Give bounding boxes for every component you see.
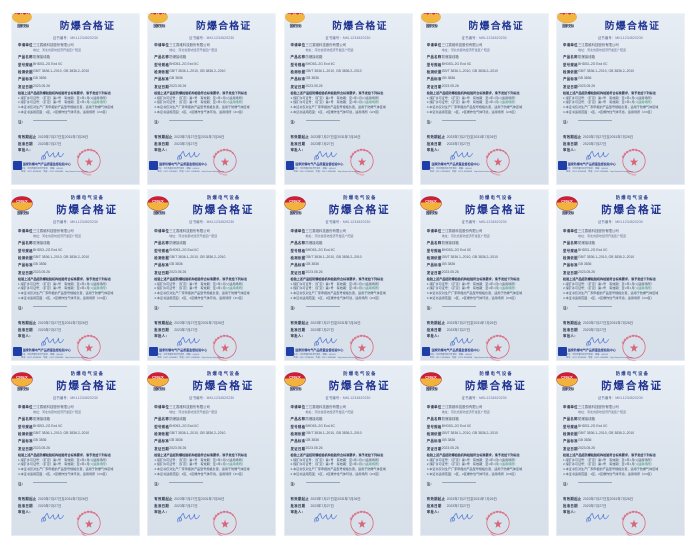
svg-text:国家安全检测中心: 国家安全检测中心 <box>621 148 645 159</box>
svg-text:CNEX: CNEX <box>561 198 573 203</box>
svg-text:国家安全检测中心: 国家安全检测中心 <box>485 148 509 159</box>
svg-text:国家安全检测中心: 国家安全检测中心 <box>485 334 509 345</box>
svg-text:国家安全检测中心: 国家安全检测中心 <box>76 334 100 345</box>
svg-text:CNEX: CNEX <box>425 374 437 379</box>
svg-text:CNEX: CNEX <box>16 374 28 379</box>
svg-text:CNEX: CNEX <box>425 198 437 203</box>
svg-text:国家安全检测中心: 国家安全检测中心 <box>485 510 509 521</box>
svg-text:国家安全检测中心: 国家安全检测中心 <box>348 510 372 521</box>
svg-text:CNEX: CNEX <box>16 198 28 203</box>
svg-text:CNEX: CNEX <box>152 198 164 203</box>
svg-text:CNEX: CNEX <box>289 374 301 379</box>
svg-text:CNEX: CNEX <box>561 374 573 379</box>
svg-text:国家安全检测中心: 国家安全检测中心 <box>212 148 236 159</box>
svg-text:国家安全检测中心: 国家安全检测中心 <box>348 334 372 345</box>
svg-text:国家安全检测中心: 国家安全检测中心 <box>76 148 100 159</box>
svg-text:国家安全检测中心: 国家安全检测中心 <box>348 148 372 159</box>
svg-text:国家安全检测中心: 国家安全检测中心 <box>621 334 645 345</box>
svg-text:CNEX: CNEX <box>289 198 301 203</box>
svg-text:国家安全检测中心: 国家安全检测中心 <box>212 334 236 345</box>
svg-text:国家安全检测中心: 国家安全检测中心 <box>212 510 236 521</box>
svg-text:CNEX: CNEX <box>152 374 164 379</box>
svg-text:国家安全检测中心: 国家安全检测中心 <box>621 510 645 521</box>
svg-text:国家安全检测中心: 国家安全检测中心 <box>76 510 100 521</box>
